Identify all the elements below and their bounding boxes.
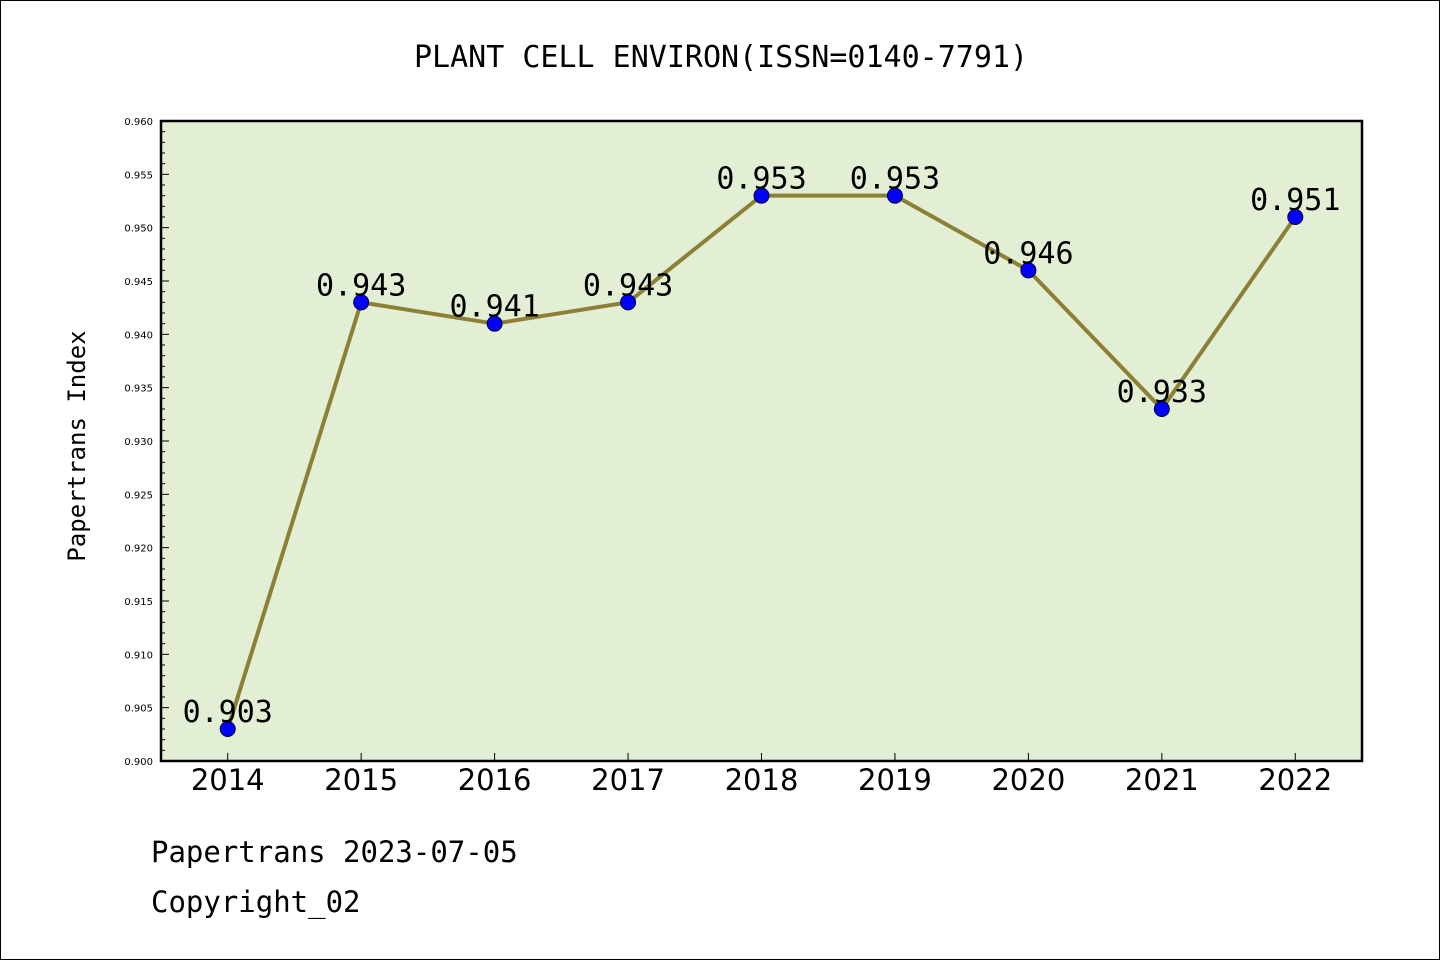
plot-frame	[159, 119, 1364, 763]
data-label: 0.933	[1117, 375, 1207, 410]
y-tick-label: 0.940	[124, 330, 153, 341]
footer-copyright: Copyright_02	[151, 885, 361, 919]
x-tick-label: 2015	[324, 763, 398, 797]
y-tick-label: 0.905	[124, 704, 153, 715]
data-label: 0.943	[583, 268, 673, 303]
footer-source: Papertrans 2023-07-05	[151, 835, 518, 869]
x-tick-label: 2021	[1125, 763, 1199, 797]
y-tick-label: 0.935	[124, 384, 153, 395]
data-label: 0.953	[850, 162, 940, 197]
x-tick-label: 2019	[858, 763, 932, 797]
y-tick-label: 0.920	[124, 544, 153, 555]
data-label: 0.941	[449, 290, 539, 325]
y-tick-label: 0.910	[124, 650, 153, 661]
x-tick-label: 2016	[458, 763, 532, 797]
plot-area	[161, 121, 1362, 761]
y-axis-label: Papertrans Index	[63, 330, 91, 561]
x-tick-label: 2018	[725, 763, 799, 797]
y-tick-label: 0.915	[124, 597, 153, 608]
y-tick-label: 0.945	[124, 277, 153, 288]
data-point	[753, 187, 770, 204]
data-point	[219, 721, 236, 737]
y-tick-label: 0.930	[124, 437, 153, 448]
x-tick-label: 2014	[191, 763, 265, 797]
y-tick-label: 0.955	[124, 170, 153, 181]
data-label: 0.953	[716, 162, 806, 197]
x-tick-label: 2020	[991, 763, 1065, 797]
data-point	[886, 187, 903, 204]
data-point	[1287, 209, 1304, 225]
x-tick-label: 2022	[1258, 763, 1332, 797]
data-label: 0.946	[983, 236, 1073, 271]
data-point	[620, 294, 637, 311]
chart-title: PLANT CELL ENVIRON(ISSN=0140-7791)	[414, 40, 1028, 75]
data-point	[353, 294, 370, 311]
data-point	[486, 315, 503, 332]
y-tick-label: 0.960	[124, 117, 153, 128]
data-label: 0.903	[183, 695, 273, 730]
y-tick-label: 0.925	[124, 490, 153, 501]
data-point	[1020, 262, 1037, 279]
y-tick-label: 0.950	[124, 224, 153, 235]
data-label: 0.943	[316, 268, 406, 303]
x-tick-label: 2017	[591, 763, 665, 797]
data-point	[1153, 401, 1170, 417]
data-label: 0.951	[1250, 183, 1340, 218]
y-tick-label: 0.900	[124, 757, 153, 768]
